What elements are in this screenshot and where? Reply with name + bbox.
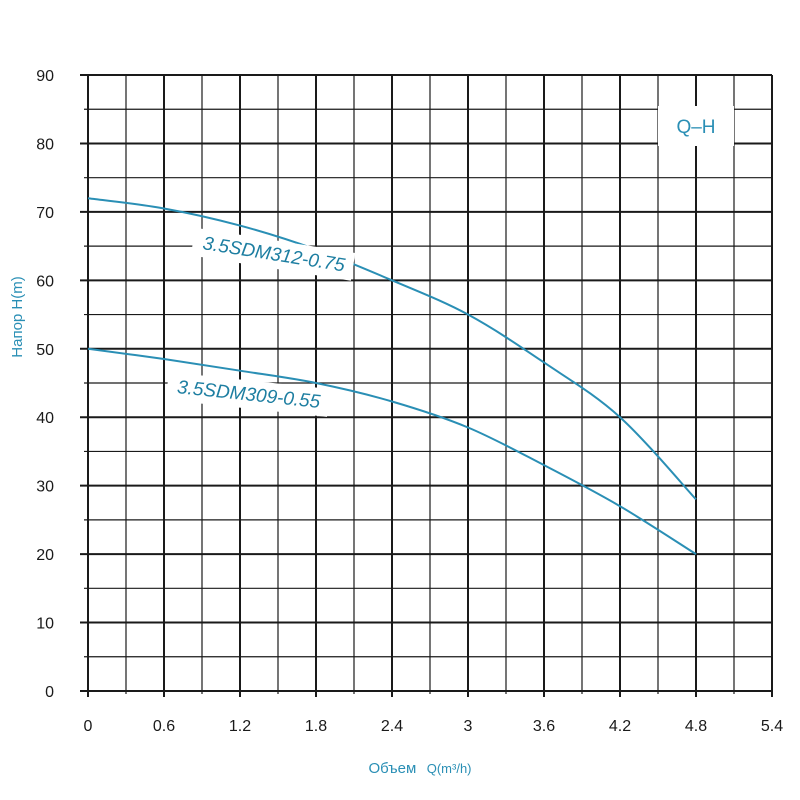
curve-sdm309 (87, 347, 697, 555)
curve-label-group: 3.5SDM309-0.55 (165, 372, 330, 417)
x-tick-label: 4.2 (609, 718, 631, 735)
x-axis-title-main: Объем (368, 760, 416, 777)
curve-label: 3.5SDM312-0.75 (201, 233, 347, 276)
curve-layer (87, 197, 697, 555)
tick-layer: 0 0.6 1.2 1.8 2.4 3 3.6 4.2 4.8 5.4 0 10 20 30 40 50 60 7… (36, 68, 783, 735)
y-axis-title: Напор H(m) (9, 276, 26, 357)
y-tick-label: 50 (36, 342, 54, 359)
y-tick-label: 40 (36, 410, 54, 427)
x-tick-label: 0 (84, 718, 93, 735)
x-tick-label: 3 (464, 718, 473, 735)
x-tick-label: 1.2 (229, 718, 251, 735)
x-tick-label: 3.6 (533, 718, 555, 735)
y-tick-label: 80 (36, 136, 54, 153)
legend-box (658, 106, 734, 146)
y-tick-label: 70 (36, 205, 54, 222)
x-axis-title: Объем Q(m³/h) (368, 760, 471, 777)
y-tick-label: 90 (36, 68, 54, 85)
x-tick-label: 4.8 (685, 718, 707, 735)
x-tick-label: 2.4 (381, 718, 403, 735)
y-tick-label: 20 (36, 547, 54, 564)
y-tick-label: 60 (36, 273, 54, 290)
x-axis-title-unit: Q(m³/h) (427, 761, 472, 776)
curve-sdm312 (87, 197, 697, 501)
curve-label-bg (190, 227, 356, 281)
curve-label-bg (165, 372, 330, 417)
y-tick-label: 10 (36, 616, 54, 633)
x-tick-label: 5.4 (761, 718, 783, 735)
legend: Q–H (658, 106, 734, 146)
x-tick-label: 0.6 (153, 718, 175, 735)
y-tick-label: 0 (45, 684, 54, 701)
grid-layer (80, 74, 773, 697)
label-layer: 3.5SDM312-0.75 3.5SDM309-0.55 (165, 227, 356, 417)
x-tick-label: 1.8 (305, 718, 327, 735)
legend-label: Q–H (676, 117, 715, 138)
y-tick-label: 30 (36, 479, 54, 496)
